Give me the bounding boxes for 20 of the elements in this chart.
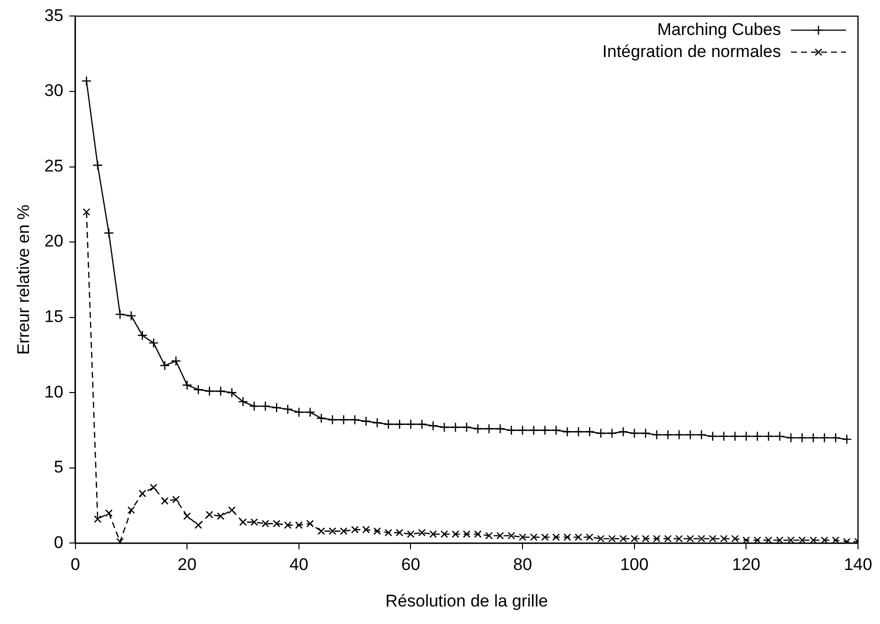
x-tick-label: 20 [178, 555, 197, 574]
x-axis-title: Résolution de la grille [385, 591, 548, 610]
x-tick-label: 140 [844, 555, 872, 574]
legend-label: Intégration de normales [602, 42, 781, 61]
y-tick-label: 25 [44, 156, 64, 176]
y-tick-label: 30 [44, 81, 64, 100]
legend-label: Marching Cubes [657, 20, 781, 39]
x-tick-label: 0 [70, 555, 80, 574]
x-tick-label: 120 [732, 555, 760, 574]
y-tick-label: 0 [54, 532, 64, 552]
y-tick-label: 35 [44, 6, 64, 25]
x-tick-label: 80 [513, 555, 532, 574]
x-tick-label: 40 [289, 555, 308, 574]
y-tick-label: 20 [44, 232, 64, 251]
y-tick-label: 5 [54, 458, 64, 477]
y-axis-title: Erreur relative en % [14, 204, 33, 355]
x-tick-label: 100 [620, 555, 649, 574]
x-tick-label: 60 [401, 555, 420, 574]
y-tick-label: 10 [44, 382, 64, 402]
y-tick-label: 15 [44, 307, 64, 326]
